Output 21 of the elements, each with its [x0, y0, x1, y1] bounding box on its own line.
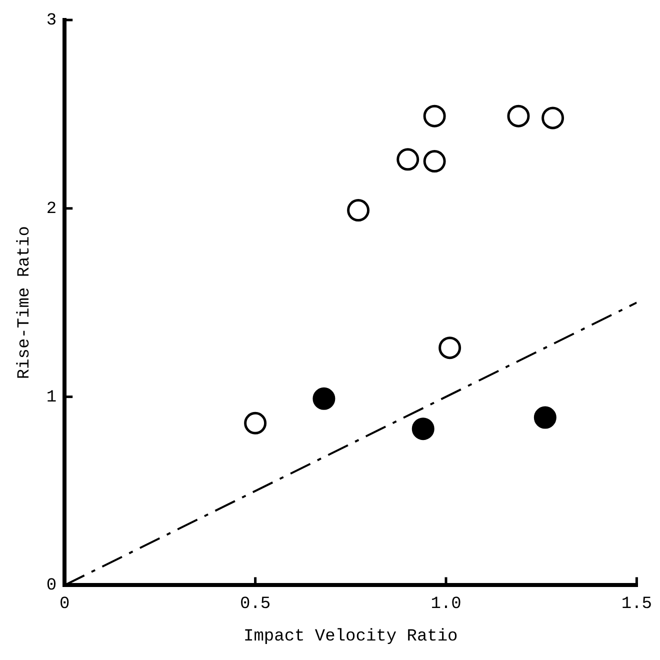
point: [347, 199, 370, 222]
x-tick-label: 1.0: [430, 594, 462, 614]
point: [412, 418, 434, 440]
point: [244, 412, 267, 434]
point: [396, 148, 420, 171]
y-tick-label: 1: [46, 388, 57, 408]
point: [438, 336, 462, 360]
x-tick-label: 1.5: [621, 594, 652, 614]
point: [507, 104, 530, 128]
y-tick-label: 2: [46, 200, 57, 219]
point: [423, 104, 446, 128]
point: [312, 387, 336, 410]
x-tick-label: 0.5: [240, 594, 271, 614]
x-axis-title: Impact Velocity Ratio: [244, 627, 458, 646]
y-tick-label: 0: [46, 576, 57, 596]
point: [423, 150, 446, 173]
x-tick-label: 0: [60, 594, 70, 614]
point: [534, 406, 556, 429]
point: [542, 106, 564, 130]
y-axis-title: Rise-Time Ratio: [16, 226, 35, 380]
y-tick-label: 3: [46, 12, 57, 30]
